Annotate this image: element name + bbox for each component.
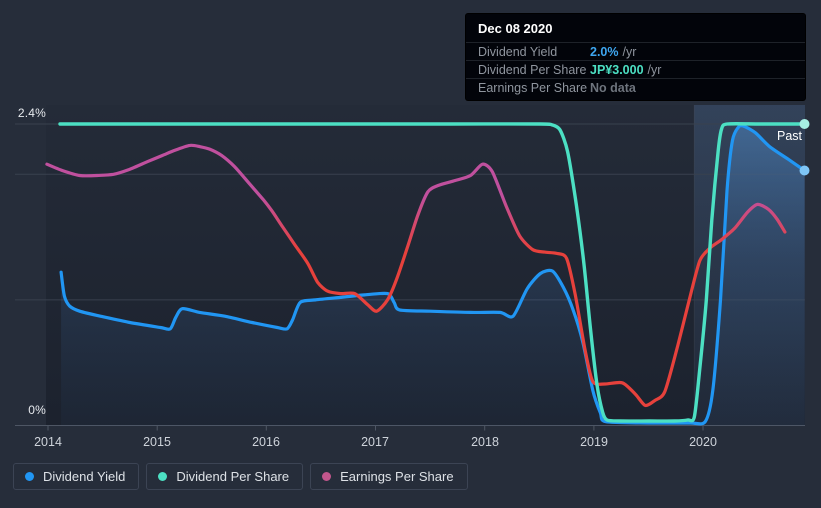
- tooltip-row-label: Earnings Per Share: [478, 80, 588, 95]
- past-label: Past: [776, 129, 802, 143]
- x-axis-label-2018: 2018: [471, 435, 499, 449]
- tooltip-row-dividend-yield: Dividend Yield 2.0% /yr: [466, 42, 805, 60]
- chart-tooltip: Dec 08 2020 Dividend Yield 2.0% /yr Divi…: [466, 14, 805, 100]
- legend-dot-icon: [158, 472, 168, 481]
- chart-legend: Dividend Yield Dividend Per Share Earnin…: [13, 463, 468, 490]
- tooltip-row-value: No data: [590, 80, 636, 95]
- legend-dot-icon: [322, 472, 332, 481]
- x-axis-label-2019: 2019: [580, 435, 608, 449]
- tooltip-row-value: JP¥3.000: [590, 62, 644, 77]
- tooltip-row-dividend-per-share: Dividend Per Share JP¥3.000 /yr: [466, 60, 805, 78]
- x-axis-label-2016: 2016: [252, 435, 280, 449]
- tooltip-row-value: 2.0%: [590, 44, 619, 59]
- y-axis-label-zero: 0%: [28, 403, 46, 417]
- legend-dot-icon: [25, 472, 34, 481]
- legend-item-dividend-yield[interactable]: Dividend Yield: [13, 463, 140, 490]
- legend-item-label: Dividend Per Share: [176, 469, 290, 484]
- y-axis-label-top: 2.4%: [17, 106, 46, 120]
- legend-item-earnings-per-share[interactable]: Earnings Per Share: [310, 463, 468, 490]
- x-axis-label-2017: 2017: [361, 435, 389, 449]
- legend-item-label: Dividend Yield: [43, 469, 126, 484]
- x-axis-label-2020: 2020: [689, 435, 717, 449]
- legend-item-dividend-per-share[interactable]: Dividend Per Share: [146, 463, 304, 490]
- tooltip-date: Dec 08 2020: [478, 21, 553, 36]
- x-axis-label-2015: 2015: [143, 435, 171, 449]
- tooltip-row-suffix: /yr: [622, 44, 637, 59]
- legend-item-label: Earnings Per Share: [340, 469, 454, 484]
- tooltip-row-suffix: /yr: [647, 62, 662, 77]
- tooltip-row-earnings-per-share: Earnings Per Share No data: [466, 78, 805, 96]
- tooltip-row-label: Dividend Per Share: [478, 62, 587, 77]
- x-axis-label-2014: 2014: [34, 435, 62, 449]
- tooltip-row-label: Dividend Yield: [478, 44, 558, 59]
